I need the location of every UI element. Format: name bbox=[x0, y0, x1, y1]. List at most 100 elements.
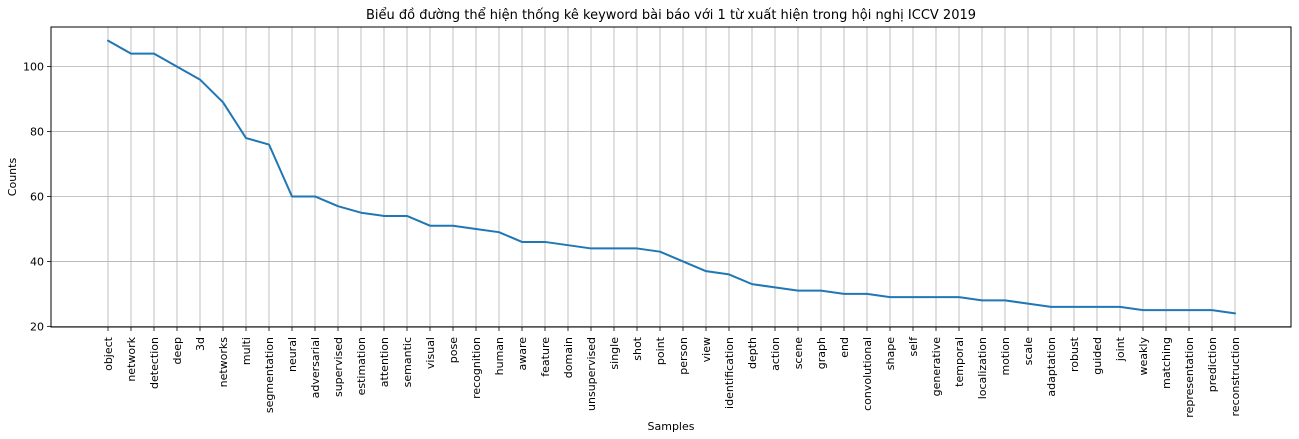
x-tick-label: visual bbox=[424, 337, 437, 369]
x-tick-label: neural bbox=[286, 337, 299, 372]
data-point bbox=[1188, 309, 1190, 311]
x-axis-label: Samples bbox=[648, 420, 695, 433]
data-point bbox=[797, 290, 799, 292]
x-tick-label: deep bbox=[171, 337, 184, 365]
x-tick-label: multi bbox=[240, 337, 253, 365]
data-point bbox=[383, 215, 385, 217]
x-tick-label: robust bbox=[1068, 336, 1081, 372]
x-tick-label: human bbox=[493, 337, 506, 375]
x-tick-label: matching bbox=[1160, 337, 1173, 389]
data-point bbox=[981, 299, 983, 301]
data-point bbox=[590, 247, 592, 249]
data-point bbox=[889, 296, 891, 298]
data-point bbox=[705, 270, 707, 272]
data-point bbox=[153, 53, 155, 55]
data-point bbox=[452, 225, 454, 227]
data-point bbox=[820, 290, 822, 292]
data-point bbox=[1165, 309, 1167, 311]
data-point bbox=[245, 137, 247, 139]
x-tick-label: person bbox=[677, 337, 690, 375]
x-tick-label: estimation bbox=[355, 337, 368, 395]
x-tick-label: recognition bbox=[470, 337, 483, 399]
data-point bbox=[544, 241, 546, 243]
x-tick-label: depth bbox=[746, 337, 759, 369]
x-tick-label: point bbox=[654, 336, 667, 365]
data-point bbox=[521, 241, 523, 243]
data-point bbox=[314, 195, 316, 197]
x-tick-label: scene bbox=[792, 337, 805, 370]
x-tick-label: temporal bbox=[953, 337, 966, 387]
x-tick-label: detection bbox=[148, 337, 161, 389]
x-tick-label: weakly bbox=[1137, 337, 1150, 376]
x-tick-label: object bbox=[102, 336, 115, 371]
x-tick-label: end bbox=[838, 337, 851, 358]
x-tick-label: scale bbox=[1022, 337, 1035, 366]
x-tick-label: supervised bbox=[332, 337, 345, 397]
x-tick-label: domain bbox=[562, 337, 575, 378]
x-tick-label: segmentation bbox=[263, 337, 276, 413]
x-tick-label: representation bbox=[1183, 337, 1196, 418]
y-tick-label: 100 bbox=[23, 61, 44, 74]
data-point bbox=[1096, 306, 1098, 308]
data-point bbox=[291, 195, 293, 197]
plot-area-frame bbox=[50, 26, 1292, 328]
data-point bbox=[1119, 306, 1121, 308]
x-tick-label: shot bbox=[631, 336, 644, 360]
data-point bbox=[337, 205, 339, 207]
data-point bbox=[475, 228, 477, 230]
series-line bbox=[107, 39, 1236, 315]
y-tick-label: 40 bbox=[30, 255, 44, 268]
data-point bbox=[682, 260, 684, 262]
data-point bbox=[498, 231, 500, 233]
x-tick-label: adversarial bbox=[309, 337, 322, 398]
x-tick-label: networks bbox=[217, 337, 230, 388]
data-point bbox=[636, 247, 638, 249]
data-point bbox=[222, 101, 224, 103]
data-point bbox=[1027, 303, 1029, 305]
data-point bbox=[866, 293, 868, 295]
data-point bbox=[935, 296, 937, 298]
data-point bbox=[613, 247, 615, 249]
data-point bbox=[1073, 306, 1075, 308]
data-point bbox=[567, 244, 569, 246]
y-tick-label: 80 bbox=[30, 126, 44, 139]
x-tick-label: identification bbox=[723, 337, 736, 409]
data-point bbox=[360, 212, 362, 214]
series-object-counts bbox=[107, 39, 1236, 315]
data-point bbox=[429, 225, 431, 227]
x-tick-label: unsupervised bbox=[585, 337, 598, 411]
x-tick-label: prediction bbox=[1206, 337, 1219, 392]
data-point bbox=[774, 286, 776, 288]
chart-title: Biểu đồ đường thể hiện thống kê keyword … bbox=[366, 8, 976, 23]
data-point bbox=[268, 144, 270, 146]
x-tick-label: attention bbox=[378, 337, 391, 387]
x-tick-label: shape bbox=[884, 337, 897, 370]
x-tick-label: guided bbox=[1091, 337, 1104, 375]
x-tick-label: motion bbox=[999, 337, 1012, 376]
data-point bbox=[1234, 312, 1236, 314]
y-axis-label: Counts bbox=[6, 158, 19, 197]
x-tick-label: view bbox=[700, 337, 713, 362]
y-axis-ticks: 20 40 60 80 100 bbox=[23, 61, 51, 333]
x-tick-label: single bbox=[608, 337, 621, 370]
data-point bbox=[199, 79, 201, 81]
data-point bbox=[107, 40, 109, 42]
x-tick-label: self bbox=[907, 336, 920, 357]
data-point bbox=[751, 283, 753, 285]
data-point bbox=[176, 66, 178, 68]
x-tick-label: graph bbox=[815, 337, 828, 369]
x-tick-label: adaptation bbox=[1045, 337, 1058, 397]
x-tick-label: localization bbox=[976, 337, 989, 399]
x-tick-label: pose bbox=[447, 337, 460, 363]
y-tick-label: 20 bbox=[30, 320, 44, 333]
x-tick-label: feature bbox=[539, 337, 552, 377]
data-point bbox=[1211, 309, 1213, 311]
data-point bbox=[1142, 309, 1144, 311]
x-tick-label: network bbox=[125, 336, 138, 381]
data-point bbox=[1050, 306, 1052, 308]
x-tick-label: 3d bbox=[194, 337, 207, 351]
data-point bbox=[659, 251, 661, 253]
data-point bbox=[1004, 299, 1006, 301]
x-tick-label: joint bbox=[1114, 336, 1127, 362]
